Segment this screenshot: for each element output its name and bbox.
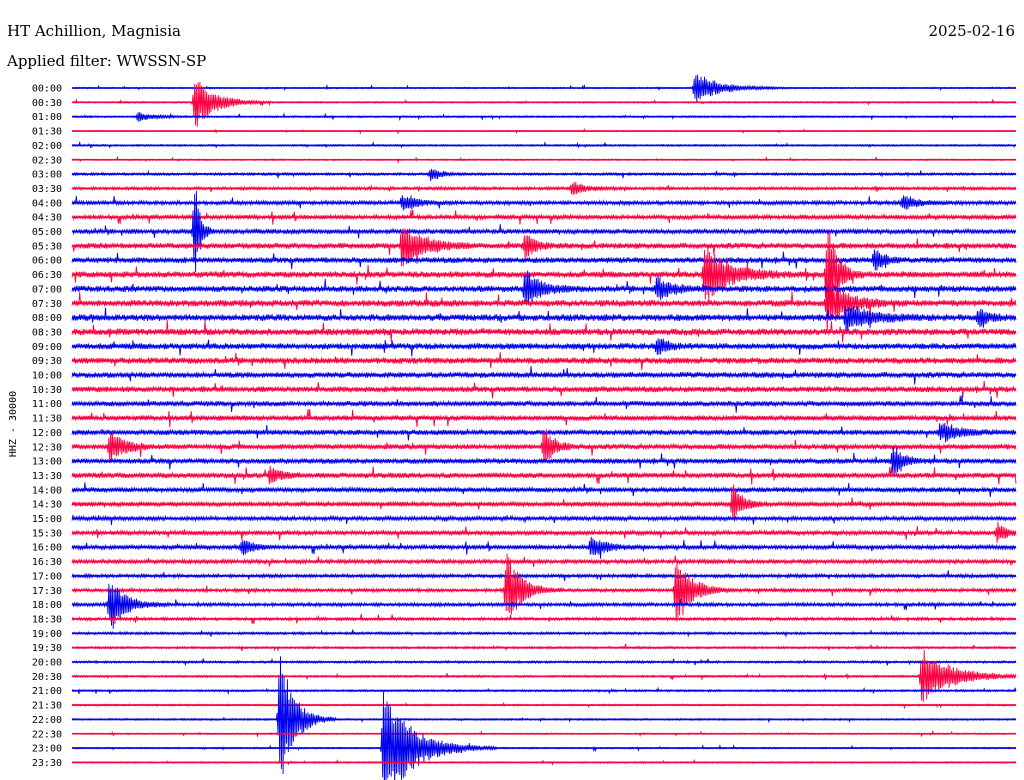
tick-label-1800: 18:00: [32, 600, 62, 611]
tick-label-2230: 22:30: [32, 729, 62, 740]
time-tick-labels: 00:00 00:30 01:00 01:30 02:00 02:30 03:00 03:30…: [32, 84, 62, 769]
tick-label-1400: 14:00: [32, 485, 62, 496]
tick-label-0730: 07:30: [32, 299, 62, 310]
tick-label-1030: 10:30: [32, 385, 62, 396]
tick-label-1830: 18:30: [32, 614, 62, 625]
tick-label-1500: 15:00: [32, 514, 62, 525]
tick-label-2100: 21:00: [32, 686, 62, 697]
tick-label-0500: 05:00: [32, 227, 62, 238]
tick-label-1930: 19:30: [32, 643, 62, 654]
tick-label-0030: 00:30: [32, 98, 62, 109]
tick-label-1530: 15:30: [32, 528, 62, 539]
tick-label-0430: 04:30: [32, 213, 62, 224]
tick-label-1430: 14:30: [32, 500, 62, 511]
tick-label-0600: 06:00: [32, 256, 62, 267]
tick-label-0100: 01:00: [32, 112, 62, 123]
record-date: 2025-02-16: [929, 22, 1015, 40]
station-name: HT Achillion, Magnisia: [7, 22, 181, 40]
tick-label-0530: 05:30: [32, 241, 62, 252]
tick-label-2000: 20:00: [32, 658, 62, 669]
tick-label-1000: 10:00: [32, 371, 62, 382]
trace-0930: [71, 351, 1017, 371]
tick-label-0830: 08:30: [32, 327, 62, 338]
trace-group: [71, 74, 1017, 780]
tick-label-0630: 06:30: [32, 270, 62, 281]
tick-label-1330: 13:30: [32, 471, 62, 482]
trace-0300: [71, 168, 1017, 182]
tick-label-1900: 19:00: [32, 629, 62, 640]
tick-label-1700: 17:00: [32, 571, 62, 582]
tick-label-0900: 09:00: [32, 342, 62, 353]
tick-label-0000: 00:00: [32, 84, 62, 95]
tick-label-0130: 01:30: [32, 127, 62, 138]
tick-label-0930: 09:30: [32, 356, 62, 367]
tick-label-1230: 12:30: [32, 442, 62, 453]
filter-label: Applied filter: WWSSN-SP: [6, 52, 206, 70]
trace-0800: [71, 305, 1017, 334]
trace-1200: [71, 422, 1017, 443]
tick-label-2030: 20:30: [32, 672, 62, 683]
y-axis-label: HHZ - 30000: [8, 391, 19, 457]
trace-0900: [71, 338, 1017, 357]
tick-label-1130: 11:30: [32, 414, 62, 425]
trace-0500: [71, 190, 1017, 273]
tick-label-1100: 11:00: [32, 399, 62, 410]
tick-label-2330: 23:30: [32, 758, 62, 769]
tick-label-2200: 22:00: [32, 715, 62, 726]
tick-label-1300: 13:00: [32, 457, 62, 468]
tick-label-1730: 17:30: [32, 586, 62, 597]
tick-label-0400: 04:00: [32, 198, 62, 209]
tick-label-2300: 23:00: [32, 744, 62, 755]
trace-1500: [71, 514, 1017, 525]
tick-label-0300: 03:00: [32, 170, 62, 181]
tick-label-0330: 03:30: [32, 184, 62, 195]
tick-label-0700: 07:00: [32, 284, 62, 295]
trace-2200: [71, 656, 1017, 775]
tick-label-0230: 02:30: [32, 155, 62, 166]
tick-label-1630: 16:30: [32, 557, 62, 568]
tick-label-2130: 21:30: [32, 701, 62, 712]
tick-label-1200: 12:00: [32, 428, 62, 439]
trace-0630: [71, 232, 1017, 330]
trace-1000: [71, 366, 1017, 385]
tick-label-1600: 16:00: [32, 543, 62, 554]
tick-label-0800: 08:00: [32, 313, 62, 324]
tick-label-0200: 02:00: [32, 141, 62, 152]
